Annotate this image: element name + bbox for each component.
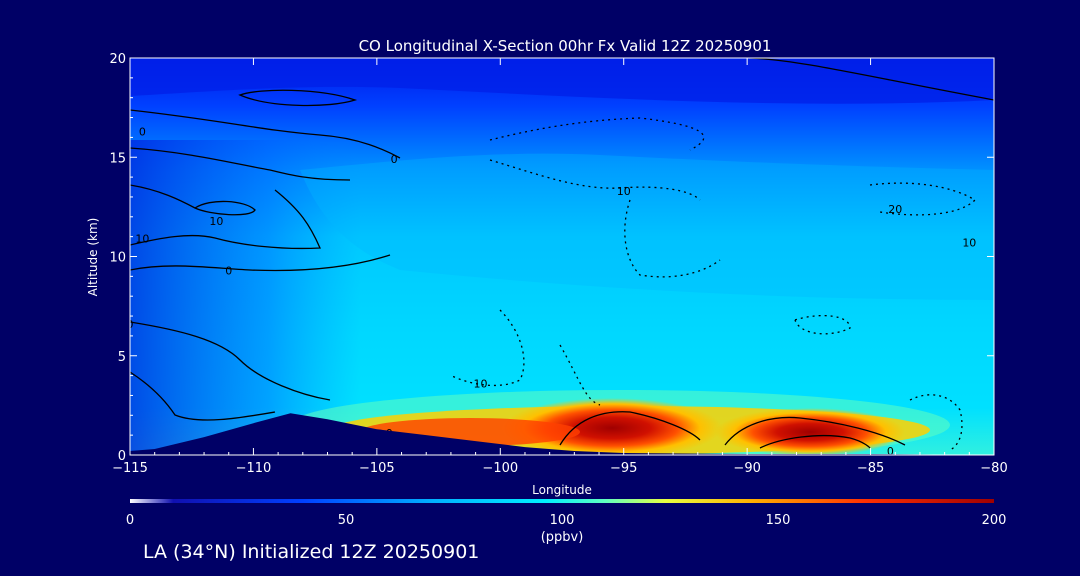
contour-solid xyxy=(130,189,321,250)
co-west-low-region xyxy=(130,140,360,455)
colorbar-tick-label: 0 xyxy=(126,513,134,528)
contour-dotted xyxy=(489,117,705,151)
x-axis-ticks: −115 −110 −105 −100 −95 −90 −85 −80 xyxy=(112,58,1008,476)
colorbar xyxy=(130,499,994,503)
contour-label: 0 xyxy=(139,125,146,138)
contour-label: 20 xyxy=(888,203,902,216)
co-mid-band xyxy=(300,153,994,300)
contour-solid xyxy=(130,371,276,421)
contour-solid xyxy=(130,321,331,401)
contour-label: 10 xyxy=(474,378,488,391)
contour-solid xyxy=(238,89,358,107)
contour-dotted xyxy=(909,394,963,451)
contour-lines-dotted xyxy=(449,117,977,451)
x-axis-label: Longitude xyxy=(532,483,592,497)
contour-dotted xyxy=(489,159,701,201)
co-high-core-east xyxy=(715,408,905,455)
x-tick-label: −100 xyxy=(482,461,518,476)
contour-label: 0 xyxy=(225,264,232,277)
colorbar-tick-label: 150 xyxy=(766,513,791,528)
footer-caption: LA (34°N) Initialized 12Z 20250901 xyxy=(143,541,480,563)
contour-solid xyxy=(559,411,701,446)
co-high-core-west xyxy=(502,398,722,455)
contour-dotted xyxy=(794,314,851,335)
colorbar-tick-label: 50 xyxy=(338,513,355,528)
contour-label: 10 xyxy=(962,237,976,250)
contour-label: 0 xyxy=(887,445,894,458)
co-upper-band xyxy=(130,58,994,104)
x-tick-label: −95 xyxy=(610,461,637,476)
contour-solid xyxy=(724,416,906,446)
contour-label: 10 xyxy=(135,233,149,246)
colorbar-units-label: (ppbv) xyxy=(541,530,584,545)
contour-label: 10 xyxy=(617,185,631,198)
y-axis-label: Altitude (km) xyxy=(86,218,100,297)
y-tick-label: 5 xyxy=(118,350,126,365)
y-tick-label: 10 xyxy=(109,251,126,266)
contour-labels: 001010000010102010 xyxy=(127,125,976,458)
x-tick-label: −85 xyxy=(857,461,884,476)
y-tick-label: 20 xyxy=(109,52,126,67)
x-tick-label: −80 xyxy=(980,461,1007,476)
x-tick-label: −115 xyxy=(112,461,148,476)
contour-solid xyxy=(130,184,256,216)
contour-lines xyxy=(130,58,994,449)
contour-solid xyxy=(130,109,401,159)
terrain-mask xyxy=(130,413,994,455)
colorbar-tick-label: 200 xyxy=(982,513,1007,528)
y-tick-label: 15 xyxy=(109,151,126,166)
contour-solid xyxy=(130,147,351,181)
plot-area: 001010000010102010 xyxy=(127,58,994,458)
colorbar-ticks: 0 50 100 150 200 xyxy=(126,513,1007,528)
contour-label: 10 xyxy=(209,215,223,228)
contour-solid xyxy=(749,58,994,101)
contour-label: 0 xyxy=(127,318,134,331)
contour-dotted xyxy=(624,199,721,278)
x-tick-label: −105 xyxy=(359,461,395,476)
y-axis-ticks: 0 5 10 15 20 xyxy=(109,52,994,464)
colorbar-tick-label: 100 xyxy=(550,513,575,528)
contour-solid xyxy=(759,434,871,449)
contour-dotted xyxy=(449,309,525,387)
x-tick-label: −90 xyxy=(733,461,760,476)
x-tick-label: −110 xyxy=(236,461,272,476)
y-tick-label: 0 xyxy=(118,449,126,464)
chart-title: CO Longitudinal X-Section 00hr Fx Valid … xyxy=(359,37,772,55)
contour-solid xyxy=(130,254,391,272)
contour-label: 0 xyxy=(391,153,398,166)
